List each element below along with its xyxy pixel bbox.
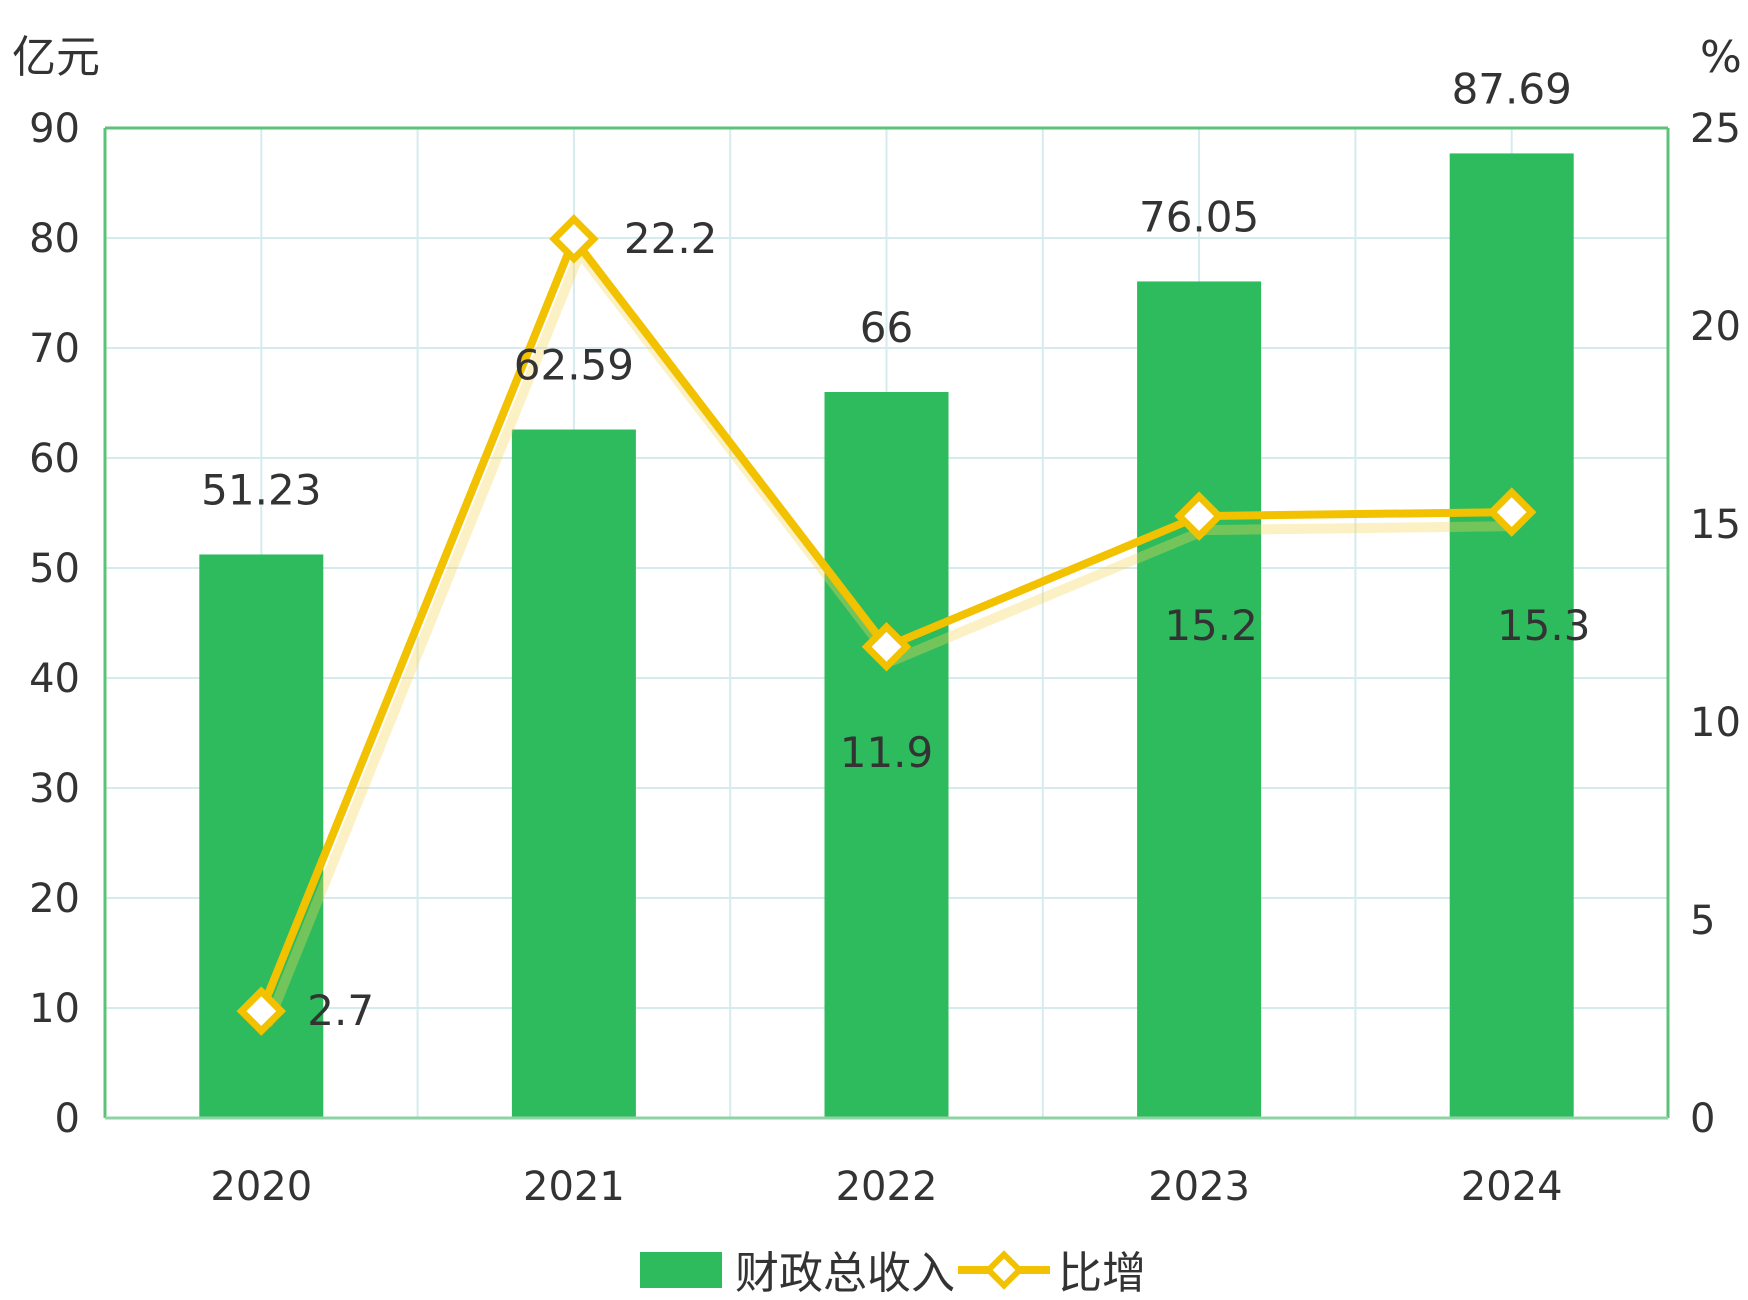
- bar-value-label: 76.05: [1139, 192, 1259, 241]
- growth-marker: [861, 622, 912, 672]
- growth-marker: [236, 986, 287, 1036]
- bar-value-label: 51.23: [201, 465, 321, 514]
- left-axis-unit: 亿元: [12, 32, 100, 83]
- growth-marker: [549, 214, 599, 264]
- left-tick-label: 0: [55, 1096, 80, 1142]
- bar: [1137, 281, 1262, 1118]
- right-tick-label: 20: [1690, 304, 1741, 350]
- x-tick-label: 2022: [836, 1164, 938, 1210]
- right-tick-label: 10: [1690, 700, 1741, 746]
- left-tick-label: 90: [29, 106, 80, 152]
- x-tick-label: 2024: [1461, 1164, 1563, 1210]
- left-tick-label: 50: [29, 546, 80, 592]
- x-tick-label: 2020: [210, 1164, 312, 1210]
- legend-label-growth: 比增: [1058, 1248, 1146, 1299]
- line-value-label: 2.7: [307, 986, 374, 1035]
- legend-swatch-revenue: [640, 1252, 722, 1288]
- growth-line: [236, 214, 1537, 1036]
- line-value-label: 22.2: [624, 214, 718, 263]
- right-tick-label: 0: [1690, 1096, 1715, 1142]
- left-tick-label: 20: [29, 876, 80, 922]
- legend-label-revenue: 财政总收入: [735, 1248, 955, 1299]
- growth-marker: [1486, 487, 1537, 537]
- right-tick-label: 25: [1690, 106, 1741, 152]
- bar: [1449, 153, 1574, 1118]
- line-value-label: 11.9: [840, 728, 934, 777]
- right-tick-label: 15: [1690, 502, 1741, 548]
- bars: [199, 153, 1574, 1118]
- line-value-label: 15.3: [1497, 601, 1591, 650]
- x-tick-label: 2021: [523, 1164, 625, 1210]
- line-value-label: 15.2: [1164, 601, 1258, 650]
- axes: 0 10 20 30 40 50 60 70 80 90 0 5 10 15 20 25 2020 2021 202…: [29, 106, 1741, 1210]
- left-tick-label: 80: [29, 216, 80, 262]
- left-tick-label: 10: [29, 986, 80, 1032]
- legend-marker-growth: [984, 1250, 1024, 1290]
- bar-value-label: 62.59: [514, 341, 634, 390]
- data-labels: 51.23 62.59 66 76.05 87.69 2.7 22.2 11.9 15.2 15.…: [201, 64, 1590, 1035]
- bar-value-label: 87.69: [1452, 64, 1572, 113]
- left-tick-label: 30: [29, 766, 80, 812]
- growth-marker: [1174, 491, 1224, 541]
- left-tick-label: 40: [29, 656, 80, 702]
- x-tick-label: 2023: [1148, 1164, 1250, 1210]
- right-tick-label: 5: [1690, 898, 1715, 944]
- right-axis-unit: %: [1700, 32, 1742, 83]
- left-tick-label: 60: [29, 436, 80, 482]
- left-tick-label: 70: [29, 326, 80, 372]
- bar: [824, 392, 949, 1118]
- legend: 财政总收入 比增: [640, 1248, 1146, 1299]
- bar-value-label: 66: [860, 303, 913, 352]
- bar: [511, 429, 636, 1118]
